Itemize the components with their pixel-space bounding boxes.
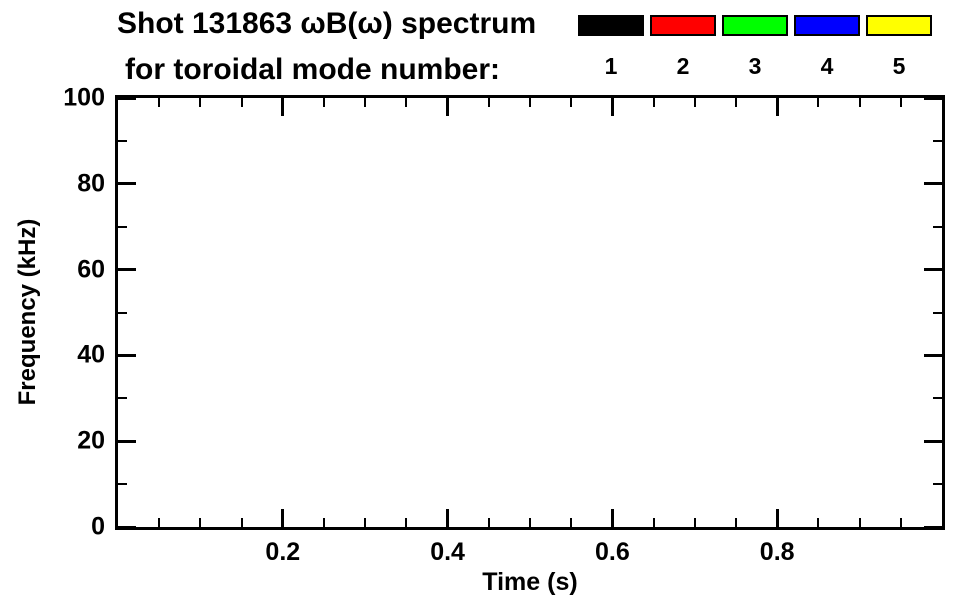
tick-mark: [775, 98, 779, 116]
y-tick-label: 100: [63, 83, 105, 112]
legend-item: 3: [722, 15, 788, 78]
tick-mark: [933, 225, 942, 228]
tick-mark: [817, 98, 820, 107]
tick-mark: [924, 182, 942, 186]
tick-mark: [933, 483, 942, 486]
tick-mark: [281, 509, 285, 527]
tick-mark: [487, 518, 490, 527]
legend-label: 2: [676, 53, 690, 79]
tick-mark: [924, 525, 942, 529]
tick-mark: [118, 268, 136, 272]
legend-item: 2: [650, 15, 716, 78]
plot-area: [115, 95, 945, 530]
legend-label: 4: [820, 53, 834, 79]
tick-mark: [240, 98, 243, 107]
y-axis-title: Frequency (kHz): [14, 218, 41, 406]
legend-swatch: [578, 15, 644, 36]
legend-item: 5: [866, 15, 932, 78]
tick-mark: [405, 98, 408, 107]
tick-mark: [529, 98, 531, 107]
tick-mark: [924, 439, 942, 443]
tick-mark: [118, 483, 127, 486]
tick-mark: [323, 518, 325, 527]
tick-mark: [158, 518, 161, 527]
legend-item: 1: [578, 15, 644, 78]
tick-mark: [899, 98, 902, 107]
tick-mark: [858, 518, 861, 527]
tick-mark: [118, 96, 136, 100]
tick-mark: [281, 98, 285, 116]
tick-mark: [652, 518, 655, 527]
legend-label: 5: [892, 53, 906, 79]
y-tick-label: 0: [91, 512, 105, 541]
tick-mark: [118, 397, 127, 400]
tick-mark: [924, 268, 942, 272]
legend-label: 3: [748, 53, 762, 79]
tick-mark: [240, 518, 243, 527]
tick-mark: [323, 98, 325, 107]
x-tick-label: 0.6: [595, 538, 630, 566]
tick-mark: [118, 353, 136, 357]
y-tick-label: 40: [77, 340, 105, 369]
y-tick-label: 80: [77, 169, 105, 198]
tick-mark: [446, 509, 450, 527]
tick-mark: [570, 518, 573, 527]
tick-mark: [199, 98, 202, 107]
tick-mark: [693, 518, 696, 527]
x-tick-label: 0.8: [759, 538, 795, 566]
tick-mark: [158, 98, 161, 107]
tick-mark: [735, 518, 737, 527]
legend-swatch: [650, 15, 716, 36]
tick-mark: [610, 509, 614, 527]
tick-mark: [933, 311, 942, 314]
tick-mark: [933, 397, 942, 400]
tick-mark: [118, 439, 136, 443]
tick-mark: [405, 518, 408, 527]
tick-mark: [446, 98, 450, 116]
x-tick-label: 0.2: [265, 538, 301, 566]
tick-mark: [364, 98, 367, 107]
tick-mark: [487, 98, 490, 107]
tick-mark: [610, 98, 614, 116]
y-tick-label: 20: [77, 426, 105, 455]
legend-swatch: [866, 15, 932, 36]
chart-title: Shot 131863 ωB(ω) spectrum: [117, 7, 537, 40]
tick-mark: [858, 98, 861, 107]
tick-mark: [899, 518, 902, 527]
x-axis-title: Time (s): [482, 568, 578, 596]
tick-mark: [652, 98, 655, 107]
legend-swatch: [794, 15, 860, 36]
x-tick-label: 0.4: [430, 538, 465, 566]
chart-subtitle: for toroidal mode number:: [125, 53, 500, 86]
tick-mark: [570, 98, 573, 107]
legend-item: 4: [794, 15, 860, 78]
tick-mark: [118, 311, 127, 314]
tick-mark: [118, 525, 136, 529]
y-tick-label: 60: [77, 255, 105, 284]
tick-mark: [118, 182, 136, 186]
tick-mark: [735, 98, 737, 107]
legend-label: 1: [604, 53, 618, 79]
legend: 1 2 3 4 5: [578, 15, 932, 78]
tick-mark: [924, 96, 942, 100]
legend-swatch: [722, 15, 788, 36]
tick-mark: [118, 225, 127, 228]
tick-mark: [924, 353, 942, 357]
tick-mark: [693, 98, 696, 107]
tick-mark: [529, 518, 531, 527]
tick-mark: [775, 509, 779, 527]
tick-mark: [199, 518, 202, 527]
tick-mark: [817, 518, 820, 527]
tick-mark: [118, 139, 127, 142]
tick-mark: [933, 139, 942, 142]
tick-mark: [364, 518, 367, 527]
